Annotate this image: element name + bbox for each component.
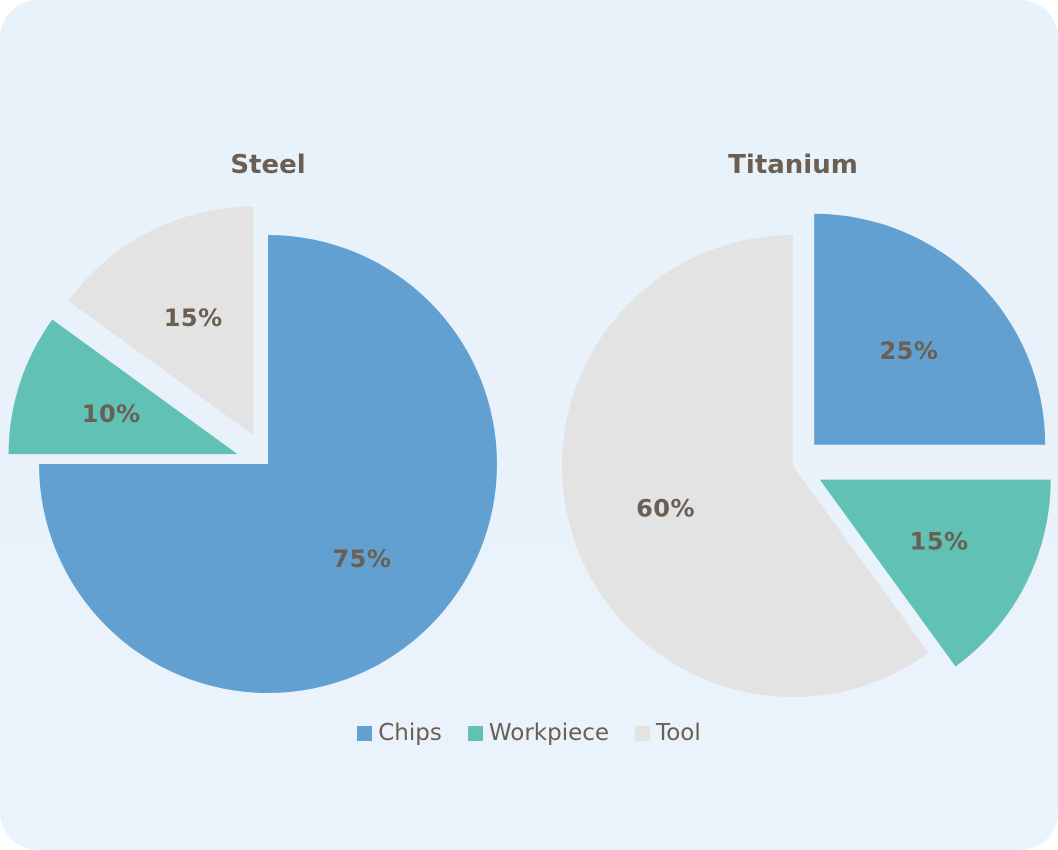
legend: Chips Workpiece Tool (0, 713, 1058, 753)
steel-slice-tool (68, 206, 254, 436)
steel-label-chips: 75% (332, 545, 391, 573)
titanium-label-workpiece: 15% (910, 527, 969, 555)
steel-pie: Steel 75% 10% 15% (8, 150, 497, 693)
legend-swatch-tool (635, 725, 651, 741)
legend-label-workpiece: Workpiece (488, 720, 610, 746)
steel-label-workpiece: 10% (82, 400, 141, 428)
titanium-slice-tool (562, 235, 929, 697)
legend-label-chips: Chips (378, 720, 442, 746)
titanium-slice-chips (814, 213, 1046, 445)
legend-swatch-workpiece (467, 725, 483, 741)
titanium-title: Titanium (728, 150, 858, 180)
titanium-slice-workpiece (819, 479, 1051, 667)
titanium-pie: Titanium 25% 15% 60% (562, 150, 1051, 697)
legend-label-tool: Tool (656, 720, 701, 746)
legend-item-workpiece: Workpiece (467, 720, 610, 746)
steel-slice-chips (39, 235, 497, 693)
steel-label-tool: 15% (164, 304, 223, 332)
legend-swatch-chips (357, 725, 373, 741)
legend-item-chips: Chips (357, 720, 442, 746)
titanium-label-tool: 60% (636, 494, 695, 522)
steel-slice-workpiece (8, 319, 238, 455)
titanium-label-chips: 25% (879, 337, 938, 365)
steel-title: Steel (230, 150, 305, 180)
legend-item-tool: Tool (635, 720, 701, 746)
